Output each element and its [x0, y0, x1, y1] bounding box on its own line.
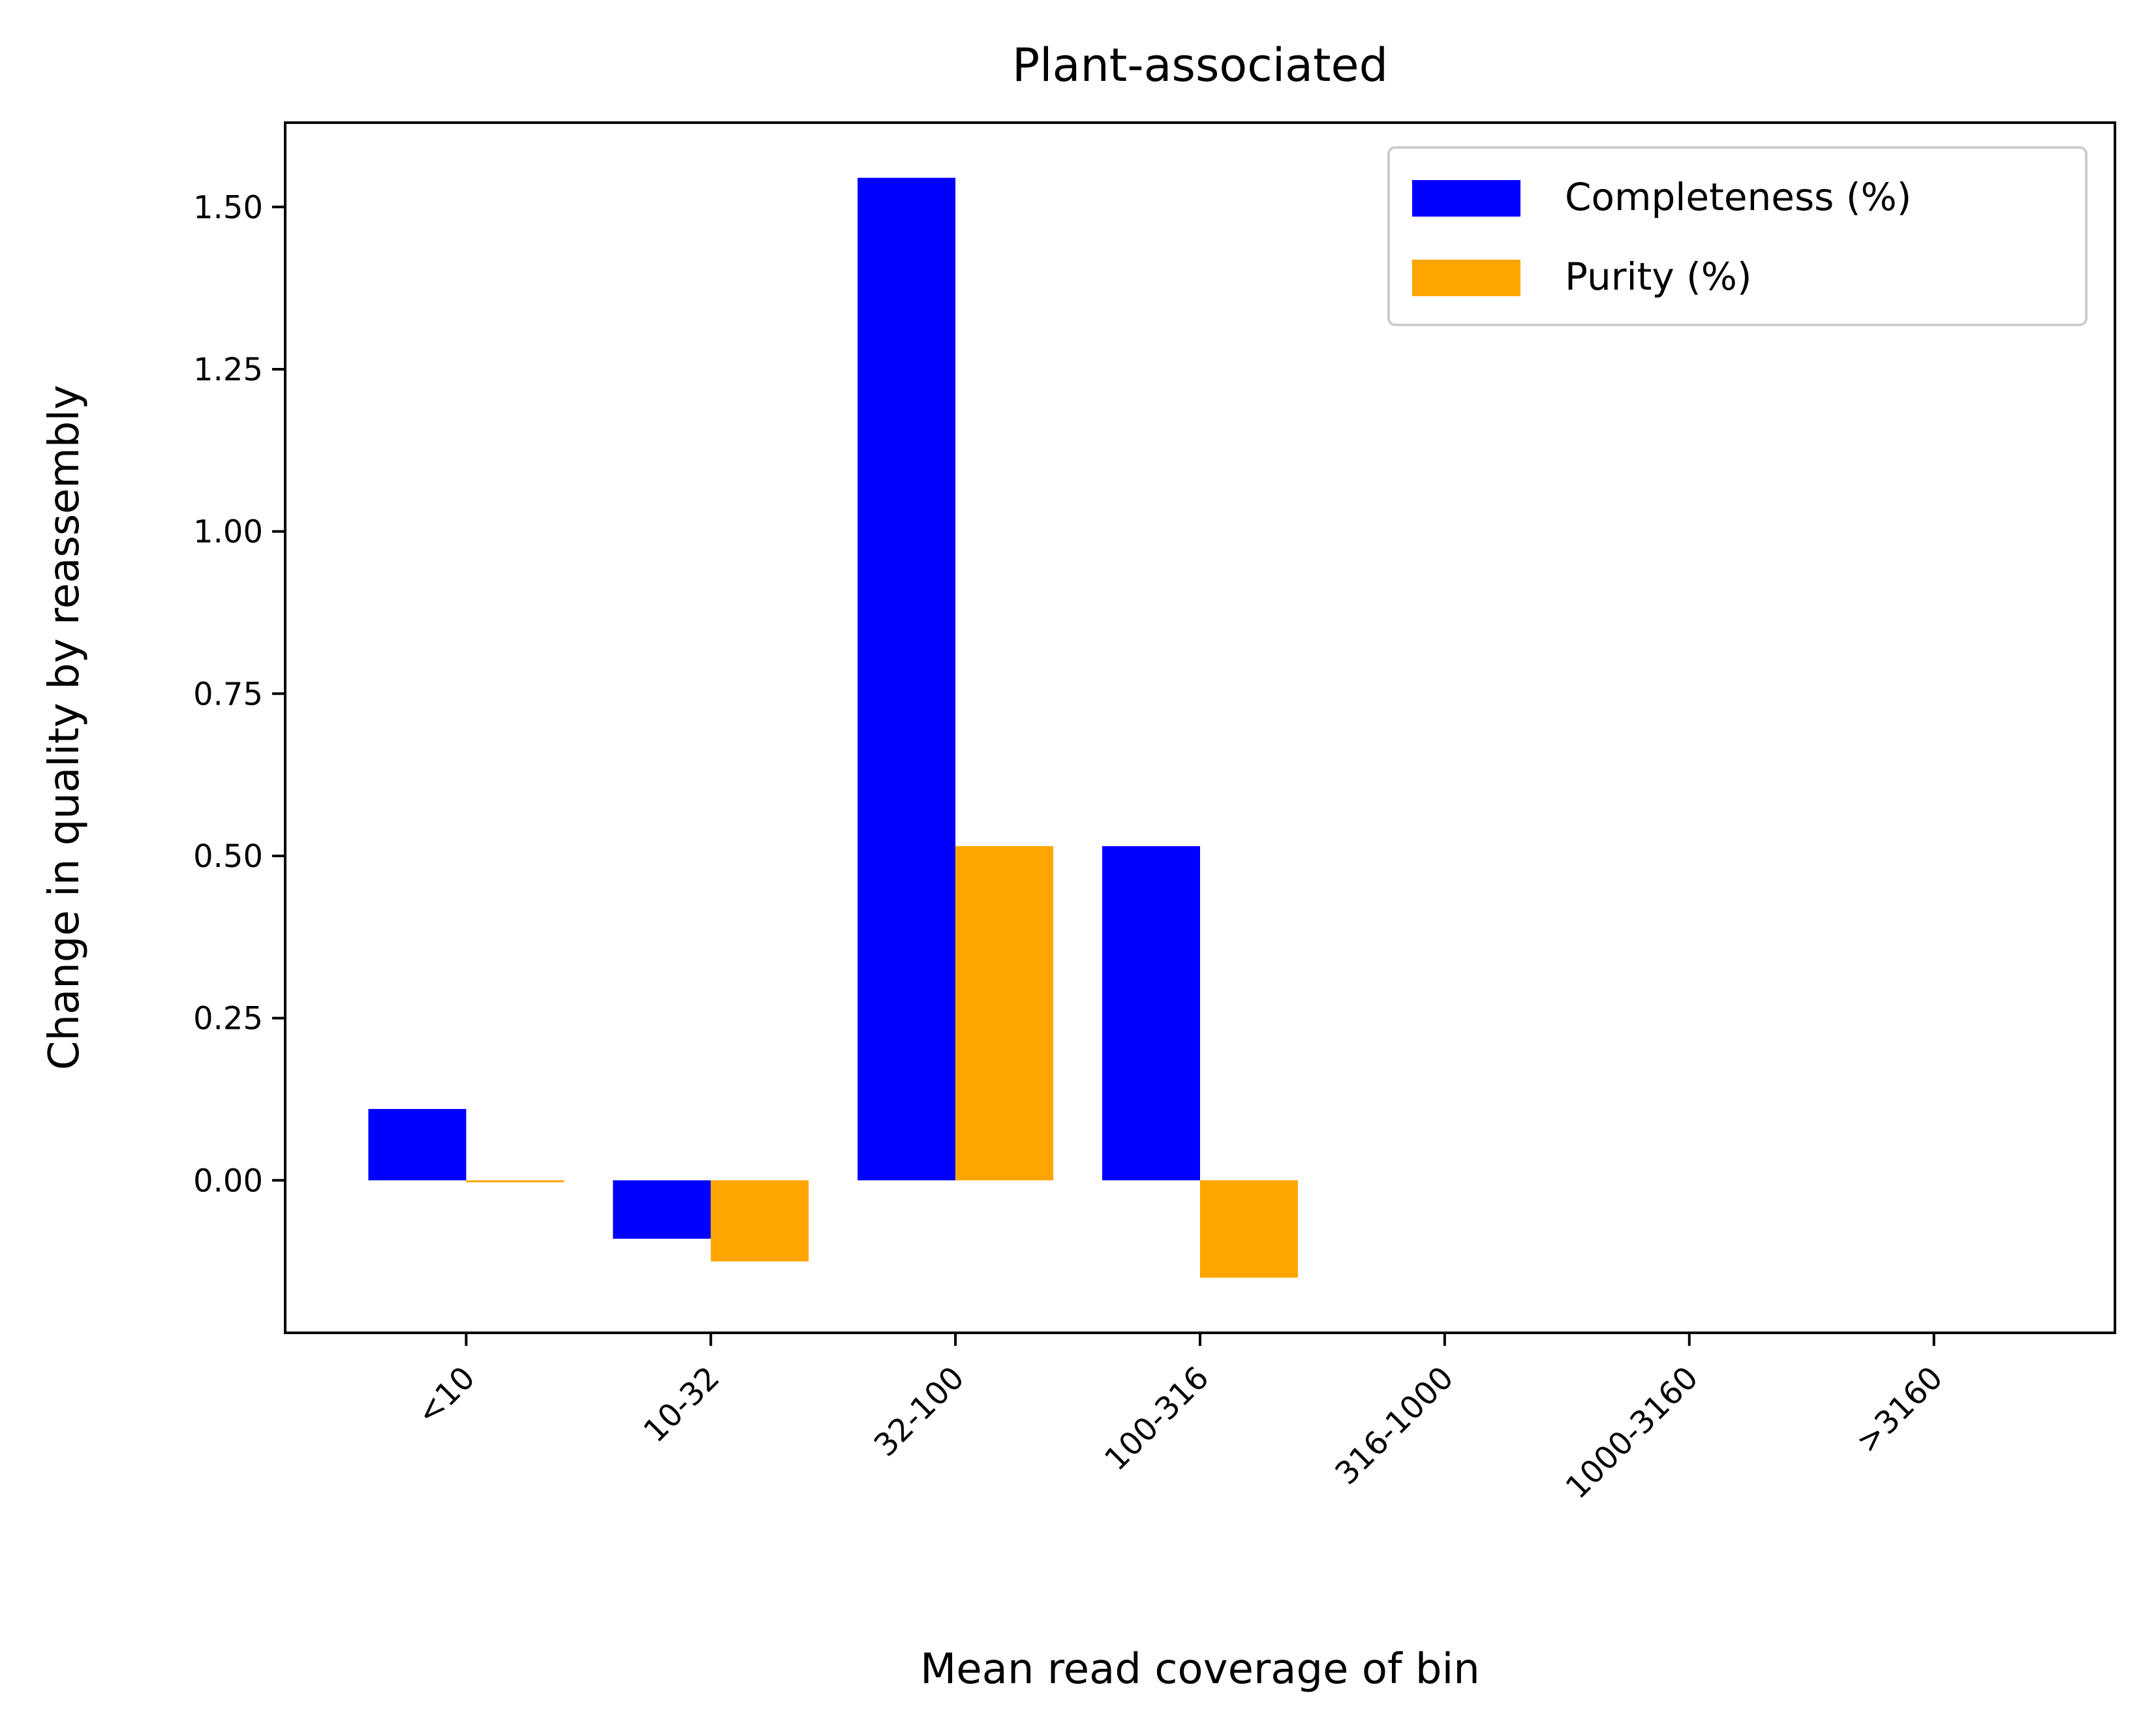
bar-completeness-1	[613, 1180, 711, 1239]
bar-purity-2	[955, 846, 1054, 1181]
y-tick-label: 1.00	[193, 514, 263, 551]
y-tick-label: 0.75	[193, 676, 263, 712]
y-tick-label: 0.50	[193, 838, 263, 875]
bar-completeness-3	[1102, 846, 1200, 1181]
bar-completeness-0	[368, 1108, 467, 1181]
bars-group	[368, 177, 1298, 1278]
bar-purity-0	[466, 1180, 564, 1183]
legend-label-purity: Purity (%)	[1565, 254, 1752, 299]
y-axis-label: Change in quality by reassembly	[40, 385, 89, 1070]
chart-title: Plant-associated	[1012, 38, 1388, 92]
y-tick-label: 0.25	[193, 1001, 263, 1037]
y-axis: 0.00 0.25 0.50 0.75 1.00 1.25 1.50	[193, 189, 285, 1199]
y-tick-label: 1.25	[193, 352, 263, 388]
y-tick-label: 1.50	[193, 189, 263, 226]
bar-purity-1	[711, 1180, 809, 1262]
bar-completeness-2	[857, 177, 956, 1181]
y-tick-label: 0.00	[193, 1163, 263, 1199]
legend-swatch-purity	[1412, 260, 1520, 296]
bar-purity-3	[1200, 1180, 1298, 1278]
legend: Completeness (%) Purity (%)	[1387, 146, 2088, 326]
legend-frame	[1387, 146, 2088, 326]
x-axis-label: Mean read coverage of bin	[920, 1645, 1480, 1694]
legend-label-completeness: Completeness (%)	[1565, 175, 1911, 219]
legend-swatch-completeness	[1412, 180, 1520, 217]
